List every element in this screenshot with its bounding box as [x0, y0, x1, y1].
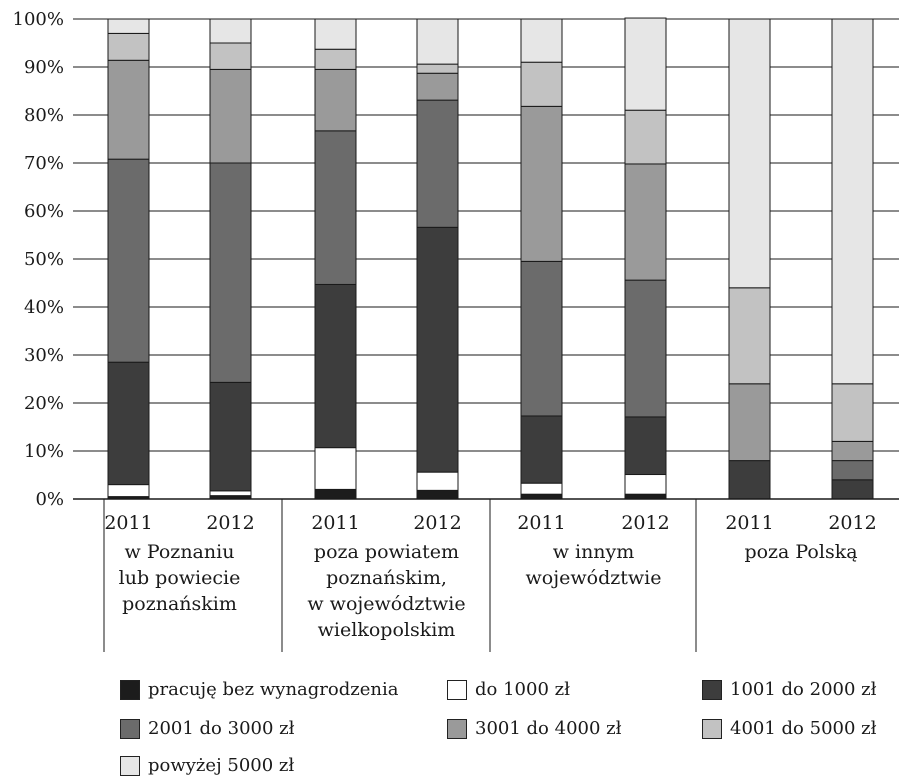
bar-segment — [416, 226, 459, 473]
y-tick-label: 80% — [24, 105, 64, 126]
y-tick-label: 60% — [24, 201, 64, 222]
bar-segment — [107, 484, 150, 498]
bar-segment — [520, 18, 563, 63]
y-tick-label: 70% — [24, 153, 64, 174]
bar-segment — [314, 68, 357, 132]
x-group-label: poza Polską — [744, 541, 857, 563]
x-year-label: 2011 — [725, 512, 773, 534]
x-year-label: 2012 — [828, 512, 876, 534]
bar-segment — [831, 479, 874, 500]
bar-segment — [416, 471, 459, 491]
bar-segment — [107, 59, 150, 160]
bar-segment — [624, 109, 667, 165]
bar-segment — [520, 61, 563, 107]
bar-segment — [209, 490, 252, 497]
bar-segment — [520, 415, 563, 484]
bar-segment — [209, 381, 252, 492]
bar-segment — [314, 447, 357, 490]
bar-segment — [624, 17, 667, 111]
bar-segment — [520, 260, 563, 417]
bar-segment — [520, 482, 563, 495]
bar-segment — [314, 48, 357, 70]
bar-segment — [209, 68, 252, 164]
y-tick-label: 10% — [24, 441, 64, 462]
x-year-label: 2012 — [621, 512, 669, 534]
x-group-label: w Poznaniu — [125, 541, 235, 563]
bar-segment — [107, 361, 150, 486]
bar-segment — [209, 42, 252, 70]
bar-segment — [209, 162, 252, 383]
x-group-label: województwie — [526, 567, 662, 589]
bar-segment — [728, 287, 771, 385]
bar-segment — [728, 18, 771, 289]
bar-segment — [416, 489, 459, 500]
y-tick-label: 0% — [35, 489, 64, 510]
x-group-label: wielkopolskim — [318, 619, 456, 641]
x-year-label: 2011 — [517, 512, 565, 534]
y-tick-label: 30% — [24, 345, 64, 366]
bar-segment — [209, 18, 252, 44]
x-year-label: 2012 — [206, 512, 254, 534]
bar-segment — [728, 383, 771, 462]
x-year-label: 2011 — [104, 512, 152, 534]
bar-segment — [624, 279, 667, 418]
x-group-label: poznańskim, — [326, 567, 447, 589]
x-group-label: w województwie — [307, 593, 465, 615]
x-group-label: poza powiatem — [314, 541, 459, 563]
bar-segment — [107, 18, 150, 34]
bar-segment — [416, 18, 459, 65]
bar-segment — [107, 32, 150, 61]
y-tick-label: 20% — [24, 393, 64, 414]
bar-segment — [314, 283, 357, 449]
x-group-label: poznańskim — [122, 593, 237, 615]
bar-segment — [520, 105, 563, 262]
y-tick-label: 40% — [24, 297, 64, 318]
x-year-label: 2012 — [413, 512, 461, 534]
bar-segment — [624, 474, 667, 495]
bar-segment — [831, 440, 874, 462]
bar-segment — [624, 416, 667, 476]
y-tick-label: 100% — [13, 9, 64, 30]
bar-segment — [831, 383, 874, 442]
y-tick-label: 90% — [24, 57, 64, 78]
x-year-label: 2011 — [311, 512, 359, 534]
bar-segment — [831, 460, 874, 481]
bar-segment — [416, 72, 459, 101]
bar-segment — [314, 130, 357, 285]
bar-segment — [416, 63, 459, 74]
bar-segment — [416, 99, 459, 228]
bar-segment — [314, 488, 357, 500]
bar-segment — [831, 18, 874, 385]
x-group-label: lub powiecie — [119, 567, 241, 589]
bar-segment — [107, 158, 150, 363]
bar-segment — [728, 460, 771, 500]
bar-segment — [314, 18, 357, 50]
bar-segment — [624, 163, 667, 281]
x-group-label: w innym — [553, 541, 635, 563]
y-tick-label: 50% — [24, 249, 64, 270]
